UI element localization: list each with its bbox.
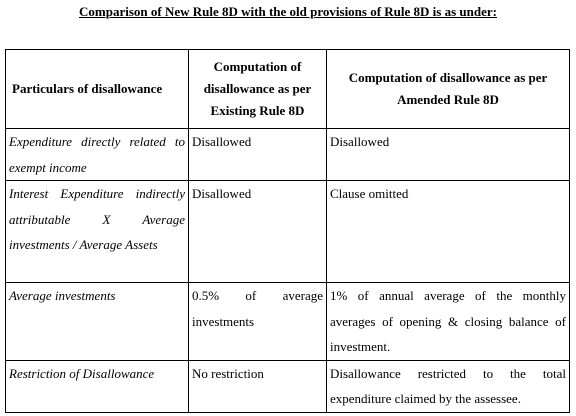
table-row: Average investments 0.5% of average inve… xyxy=(5,282,570,361)
page-title: Comparison of New Rule 8D with the old p… xyxy=(79,4,497,19)
cell-amended: Disallowance restricted to the total exp… xyxy=(326,359,570,413)
cell-existing: Disallowed xyxy=(188,128,327,181)
cell-particular: Interest Expenditure indirectly attribut… xyxy=(5,180,189,283)
cell-particular: Expenditure directly related to exempt i… xyxy=(5,128,189,181)
table-row: Interest Expenditure indirectly attribut… xyxy=(5,180,570,283)
comparison-table: Particulars of disallowance Computation … xyxy=(5,49,570,413)
header-particulars: Particulars of disallowance xyxy=(5,49,189,129)
cell-particular: Restriction of Disallowance xyxy=(5,359,189,413)
cell-existing: Disallowed xyxy=(188,180,327,283)
header-existing-rule: Computation of disallowance as per Exist… xyxy=(188,49,327,129)
cell-existing: No restriction xyxy=(188,359,327,413)
table-header-row: Particulars of disallowance Computation … xyxy=(5,49,570,129)
header-amended-rule: Computation of disallowance as per Amend… xyxy=(326,49,570,129)
cell-amended: Disallowed xyxy=(326,128,570,181)
cell-amended: Clause omitted xyxy=(326,180,570,283)
cell-particular: Average investments xyxy=(5,282,189,361)
cell-existing: 0.5% of average investments xyxy=(188,282,327,361)
cell-amended: 1% of annual average of the monthly aver… xyxy=(326,282,570,361)
table-row: Expenditure directly related to exempt i… xyxy=(5,128,570,181)
table-row: Restriction of Disallowance No restricti… xyxy=(5,359,570,413)
